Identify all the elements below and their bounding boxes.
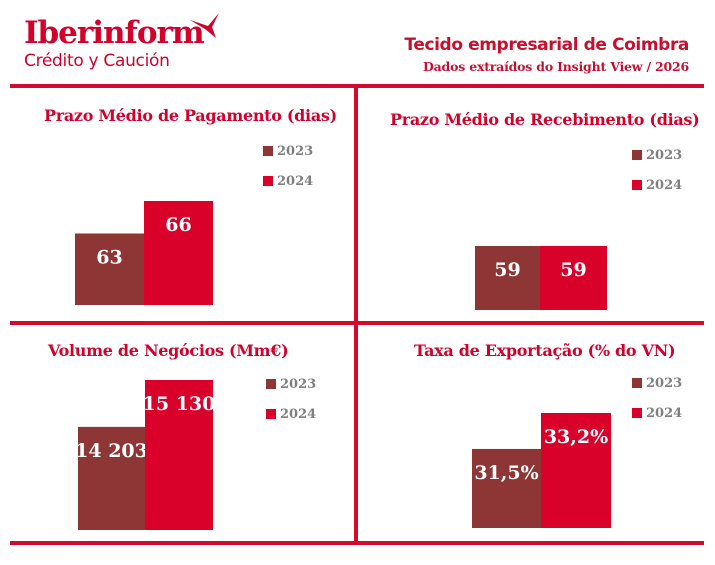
vertical-divider [354, 84, 358, 545]
legend-item-2024: 2024 [266, 406, 316, 422]
bar-volume-2023 [78, 426, 145, 530]
legend-label: 2023 [646, 147, 683, 163]
bar-label-pmp-2024: 66 [165, 214, 191, 236]
report-title: Tecido empresarial de Coimbra [404, 35, 689, 55]
panel-title-pmp: Prazo Médio de Pagamento (dias) [44, 106, 337, 125]
legend-label: 2024 [646, 177, 683, 193]
legend-label: 2024 [277, 173, 314, 189]
legend-pmr: 2023 2024 [632, 147, 682, 207]
swatch-2024 [632, 180, 642, 190]
bar-volume-2024 [145, 380, 213, 530]
report-header: Tecido empresarial de Coimbra Dados extr… [404, 34, 689, 76]
swatch-2023 [266, 379, 276, 389]
legend-label: 2023 [277, 143, 314, 159]
legend-item-2023: 2023 [632, 375, 682, 391]
swatch-2024 [263, 176, 273, 186]
logo-wordmark: Iberinform [24, 15, 205, 51]
bar-pmp-2024 [144, 201, 213, 305]
legend-label: 2023 [280, 376, 317, 392]
legend-item-2023: 2023 [632, 147, 682, 163]
bar-label-volume-2023: 14 203 [75, 440, 148, 462]
bar-label-export-2023: 31,5% [474, 462, 538, 484]
bar-export-2023 [472, 448, 541, 528]
bar-pmr-2024 [540, 246, 607, 310]
legend-item-2023: 2023 [263, 143, 313, 159]
legend-item-2023: 2023 [266, 376, 316, 392]
swatch-2023 [632, 378, 642, 388]
logo: Iberinform Crédito y Caución [24, 13, 219, 71]
bar-export-2024 [541, 413, 611, 528]
legend-item-2024: 2024 [632, 177, 682, 193]
bar-label-volume-2024: 15 130 [143, 393, 216, 415]
panel-title-pmr: Prazo Médio de Recebimento (dias) [390, 110, 700, 129]
bar-label-pmp-2023: 63 [96, 247, 122, 269]
bar-label-pmr-2023: 59 [494, 259, 520, 281]
legend-item-2024: 2024 [632, 405, 682, 421]
bar-label-pmr-2024: 59 [560, 259, 586, 281]
legend-label: 2023 [646, 375, 683, 391]
bird-arrow-icon [190, 13, 219, 38]
bar-pmr-2023 [475, 246, 540, 310]
swatch-2023 [632, 150, 642, 160]
legend-pmp: 2023 2024 [263, 143, 313, 203]
bar-label-export-2024: 33,2% [544, 426, 608, 448]
bar-pmp-2023 [75, 233, 144, 305]
panel-title-export: Taxa de Exportação (% do VN) [414, 341, 676, 360]
legend-volume: 2023 2024 [266, 376, 316, 436]
swatch-2024 [632, 408, 642, 418]
swatch-2023 [263, 146, 273, 156]
panel-title-volume: Volume de Negócios (Mm€) [48, 341, 289, 360]
logo-tagline: Crédito y Caución [24, 51, 170, 71]
legend-export: 2023 2024 [632, 375, 682, 435]
swatch-2024 [266, 409, 276, 419]
legend-label: 2024 [646, 405, 683, 421]
report-subtitle: Dados extraídos do Insight View / 2026 [423, 59, 689, 74]
legend-item-2024: 2024 [263, 173, 313, 189]
legend-label: 2024 [280, 406, 317, 422]
